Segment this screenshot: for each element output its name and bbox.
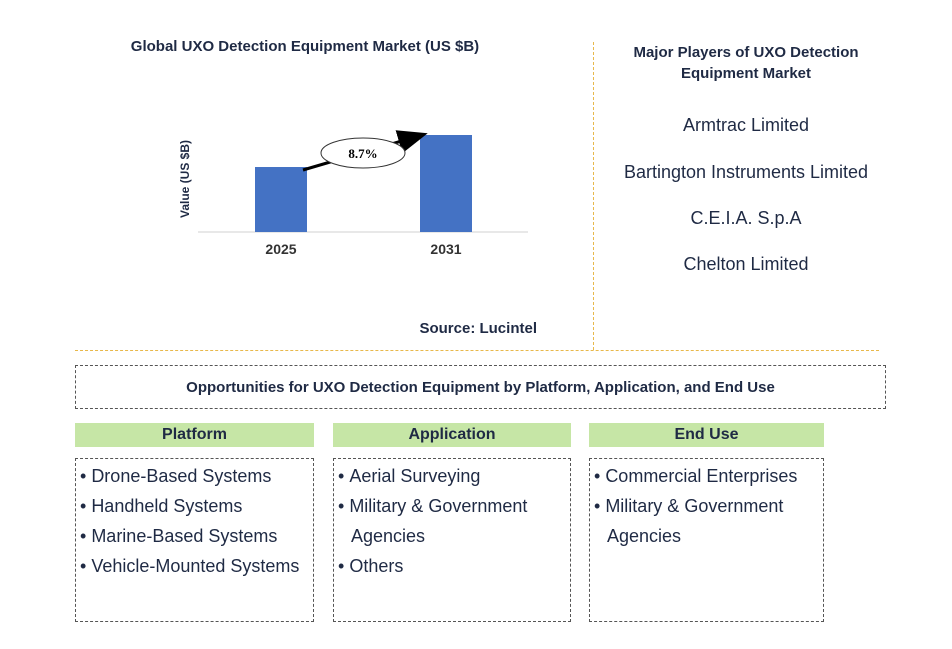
application-header: Application	[333, 423, 571, 447]
bar-2025	[255, 167, 307, 232]
list-item: Others	[338, 551, 568, 581]
source-label: Source: Lucintel	[419, 320, 537, 337]
growth-rate-label: 8.7%	[348, 146, 377, 161]
player-item: C.E.I.A. S.p.A	[690, 208, 802, 228]
player-item: Bartington Instruments Limited	[623, 162, 869, 182]
list-item: Handheld Systems	[80, 491, 311, 521]
list-item: Vehicle-Mounted Systems	[80, 551, 311, 581]
x-tick-label: 2031	[430, 241, 461, 257]
bar-chart: Value (US $B) 2025 2031 8.7%	[178, 130, 528, 257]
chart-title: Global UXO Detection Equipment Market (U…	[130, 38, 480, 55]
platform-header: Platform	[75, 423, 314, 447]
opportunities-title: Opportunities for UXO Detection Equipmen…	[75, 365, 886, 409]
list-item: Marine-Based Systems	[80, 521, 311, 551]
x-tick-label: 2025	[265, 241, 296, 257]
player-item: Chelton Limited	[683, 254, 809, 274]
list-item: Military & Government Agencies	[594, 491, 821, 551]
players-title: Major Players of UXO Detection Equipment…	[633, 44, 859, 82]
application-list: Aerial Surveying Military & Government A…	[333, 458, 571, 622]
end-use-list: Commercial Enterprises Military & Govern…	[589, 458, 824, 622]
list-item: Aerial Surveying	[338, 461, 568, 491]
list-item: Drone-Based Systems	[80, 461, 311, 491]
list-item: Commercial Enterprises	[594, 461, 821, 491]
list-item: Military & Government Agencies	[338, 491, 568, 551]
bar-2031	[420, 135, 472, 232]
vertical-divider	[593, 42, 594, 350]
platform-list: Drone-Based Systems Handheld Systems Mar…	[75, 458, 314, 622]
y-axis-label: Value (US $B)	[178, 140, 192, 218]
horizontal-divider	[75, 350, 879, 351]
end-use-header: End Use	[589, 423, 824, 447]
growth-ellipse	[320, 137, 406, 169]
player-item: Armtrac Limited	[682, 115, 810, 135]
